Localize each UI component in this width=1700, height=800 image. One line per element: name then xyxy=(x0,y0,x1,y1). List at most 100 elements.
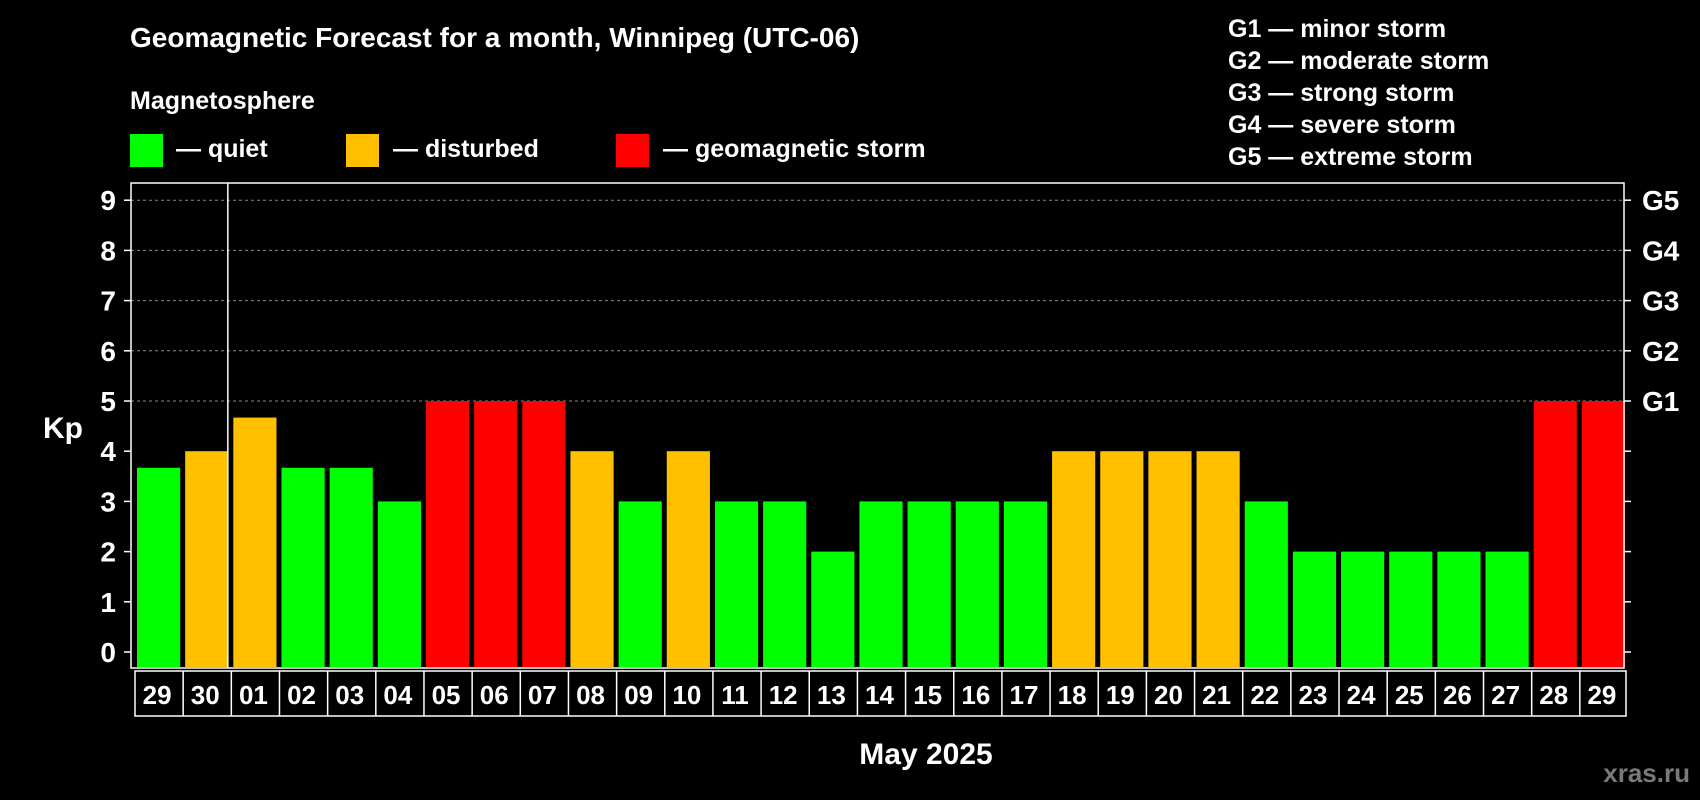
legend-swatch-quiet xyxy=(130,134,163,167)
bar-25 xyxy=(1389,551,1433,667)
x-tick-label-22: 21 xyxy=(1202,680,1231,710)
storm-scale-g4: G4 — severe storm xyxy=(1228,111,1456,139)
x-tick-label-2: 01 xyxy=(239,680,268,710)
y-tick-label-1: 1 xyxy=(100,587,116,618)
bar-24 xyxy=(1341,551,1385,667)
bar-27 xyxy=(1485,551,1529,667)
bar-04 xyxy=(377,501,421,667)
legend-label-storm: — geomagnetic storm xyxy=(663,135,926,163)
right-tick-label-G5: G5 xyxy=(1642,185,1679,216)
right-tick-label-G1: G1 xyxy=(1642,386,1679,417)
x-tick-label-18: 17 xyxy=(1010,680,1039,710)
x-tick-label-30: 29 xyxy=(1587,680,1616,710)
storm-scale-legend: G1 — minor storm G2 — moderate storm G3 … xyxy=(1228,15,1489,171)
bar-16 xyxy=(955,501,999,667)
x-tick-label-5: 04 xyxy=(383,680,412,710)
right-tick-label-G4: G4 xyxy=(1642,235,1680,266)
x-tick-label-21: 20 xyxy=(1154,680,1183,710)
plot-frame xyxy=(130,182,1625,669)
bar-20 xyxy=(1148,451,1192,667)
x-tick-label-15: 14 xyxy=(865,680,894,710)
grid-lines xyxy=(131,199,1624,402)
x-tick-label-11: 10 xyxy=(672,680,701,710)
bar-12 xyxy=(763,501,807,667)
bar-29 xyxy=(1581,401,1625,667)
bar-19 xyxy=(1100,451,1144,667)
bar-05 xyxy=(425,401,470,667)
bar-15 xyxy=(907,501,951,667)
x-tick-label-4: 03 xyxy=(335,680,364,710)
bar-18 xyxy=(1052,451,1096,667)
x-label-strip xyxy=(134,670,1627,717)
bar-21 xyxy=(1196,451,1240,667)
x-tick-label-13: 12 xyxy=(769,680,798,710)
right-tick-label-G3: G3 xyxy=(1642,286,1679,317)
x-tick-label-0: 29 xyxy=(143,680,172,710)
y-tick-label-7: 7 xyxy=(100,286,116,317)
y-tick-label-5: 5 xyxy=(100,386,116,417)
legend-swatch-disturbed xyxy=(346,134,379,167)
x-tick-label-28: 27 xyxy=(1491,680,1520,710)
bars xyxy=(137,401,1625,667)
x-axis-label: May 2025 xyxy=(859,738,992,771)
x-tick-label-10: 09 xyxy=(624,680,653,710)
bar-07 xyxy=(522,401,566,667)
x-tick-label-23: 22 xyxy=(1250,680,1279,710)
x-tick-label-25: 24 xyxy=(1347,680,1376,710)
x-tick-label-17: 16 xyxy=(961,680,990,710)
bar-30 xyxy=(185,451,229,667)
y-tick-label-9: 9 xyxy=(100,185,116,216)
x-tick-label-16: 15 xyxy=(913,680,942,710)
bar-14 xyxy=(859,501,903,667)
y-tick-label-3: 3 xyxy=(100,486,116,517)
x-tick-label-3: 02 xyxy=(287,680,316,710)
legend-swatch-storm xyxy=(616,134,649,167)
storm-scale-g1: G1 — minor storm xyxy=(1228,15,1446,43)
axes: 0 1 2 3 4 5 6 7 8 9 G1 G2 G3 G4 G5 xyxy=(100,182,1680,669)
x-tick-label-12: 11 xyxy=(721,680,749,710)
bar-10 xyxy=(666,451,710,667)
x-tick-label-24: 23 xyxy=(1298,680,1327,710)
bar-23 xyxy=(1292,551,1337,667)
x-tick-label-8: 07 xyxy=(528,680,557,710)
bar-09 xyxy=(618,501,662,667)
y-axis-label: Kp xyxy=(43,412,83,445)
bar-01 xyxy=(233,417,277,667)
x-tick-label-7: 06 xyxy=(480,680,509,710)
legend-label-quiet: — quiet xyxy=(176,135,268,163)
bar-28 xyxy=(1533,401,1577,667)
x-tick-label-27: 26 xyxy=(1443,680,1472,710)
storm-scale-g2: G2 — moderate storm xyxy=(1228,47,1489,75)
x-tick-label-26: 25 xyxy=(1395,680,1424,710)
storm-scale-g5: G5 — extreme storm xyxy=(1228,143,1473,171)
bar-11 xyxy=(714,501,759,667)
bar-06 xyxy=(474,401,518,667)
storm-scale-g3: G3 — strong storm xyxy=(1228,79,1454,107)
y-tick-label-4: 4 xyxy=(100,436,116,467)
bar-17 xyxy=(1003,501,1048,667)
y-tick-label-0: 0 xyxy=(100,637,116,668)
x-tick-label-14: 13 xyxy=(817,680,846,710)
bar-13 xyxy=(811,551,855,667)
bar-22 xyxy=(1244,501,1288,667)
bar-08 xyxy=(570,451,614,667)
x-tick-label-19: 18 xyxy=(1058,680,1087,710)
legend-label-disturbed: — disturbed xyxy=(393,135,539,163)
bar-29 xyxy=(137,467,181,667)
x-tick-label-20: 19 xyxy=(1106,680,1135,710)
x-tick-label-1: 30 xyxy=(191,680,220,710)
legend: — quiet — disturbed — geomagnetic storm xyxy=(130,134,926,167)
y-tick-label-6: 6 xyxy=(100,336,116,367)
chart-title: Geomagnetic Forecast for a month, Winnip… xyxy=(130,22,859,53)
x-tick-label-9: 08 xyxy=(576,680,605,710)
right-tick-label-G2: G2 xyxy=(1642,336,1679,367)
y-tick-label-8: 8 xyxy=(100,235,116,266)
watermark: xras.ru xyxy=(1603,758,1690,788)
bar-03 xyxy=(329,467,373,667)
y-tick-label-2: 2 xyxy=(100,537,116,568)
legend-title: Magnetosphere xyxy=(130,87,315,115)
bar-26 xyxy=(1437,551,1481,667)
x-tick-label-29: 28 xyxy=(1539,680,1568,710)
bar-02 xyxy=(281,467,325,667)
